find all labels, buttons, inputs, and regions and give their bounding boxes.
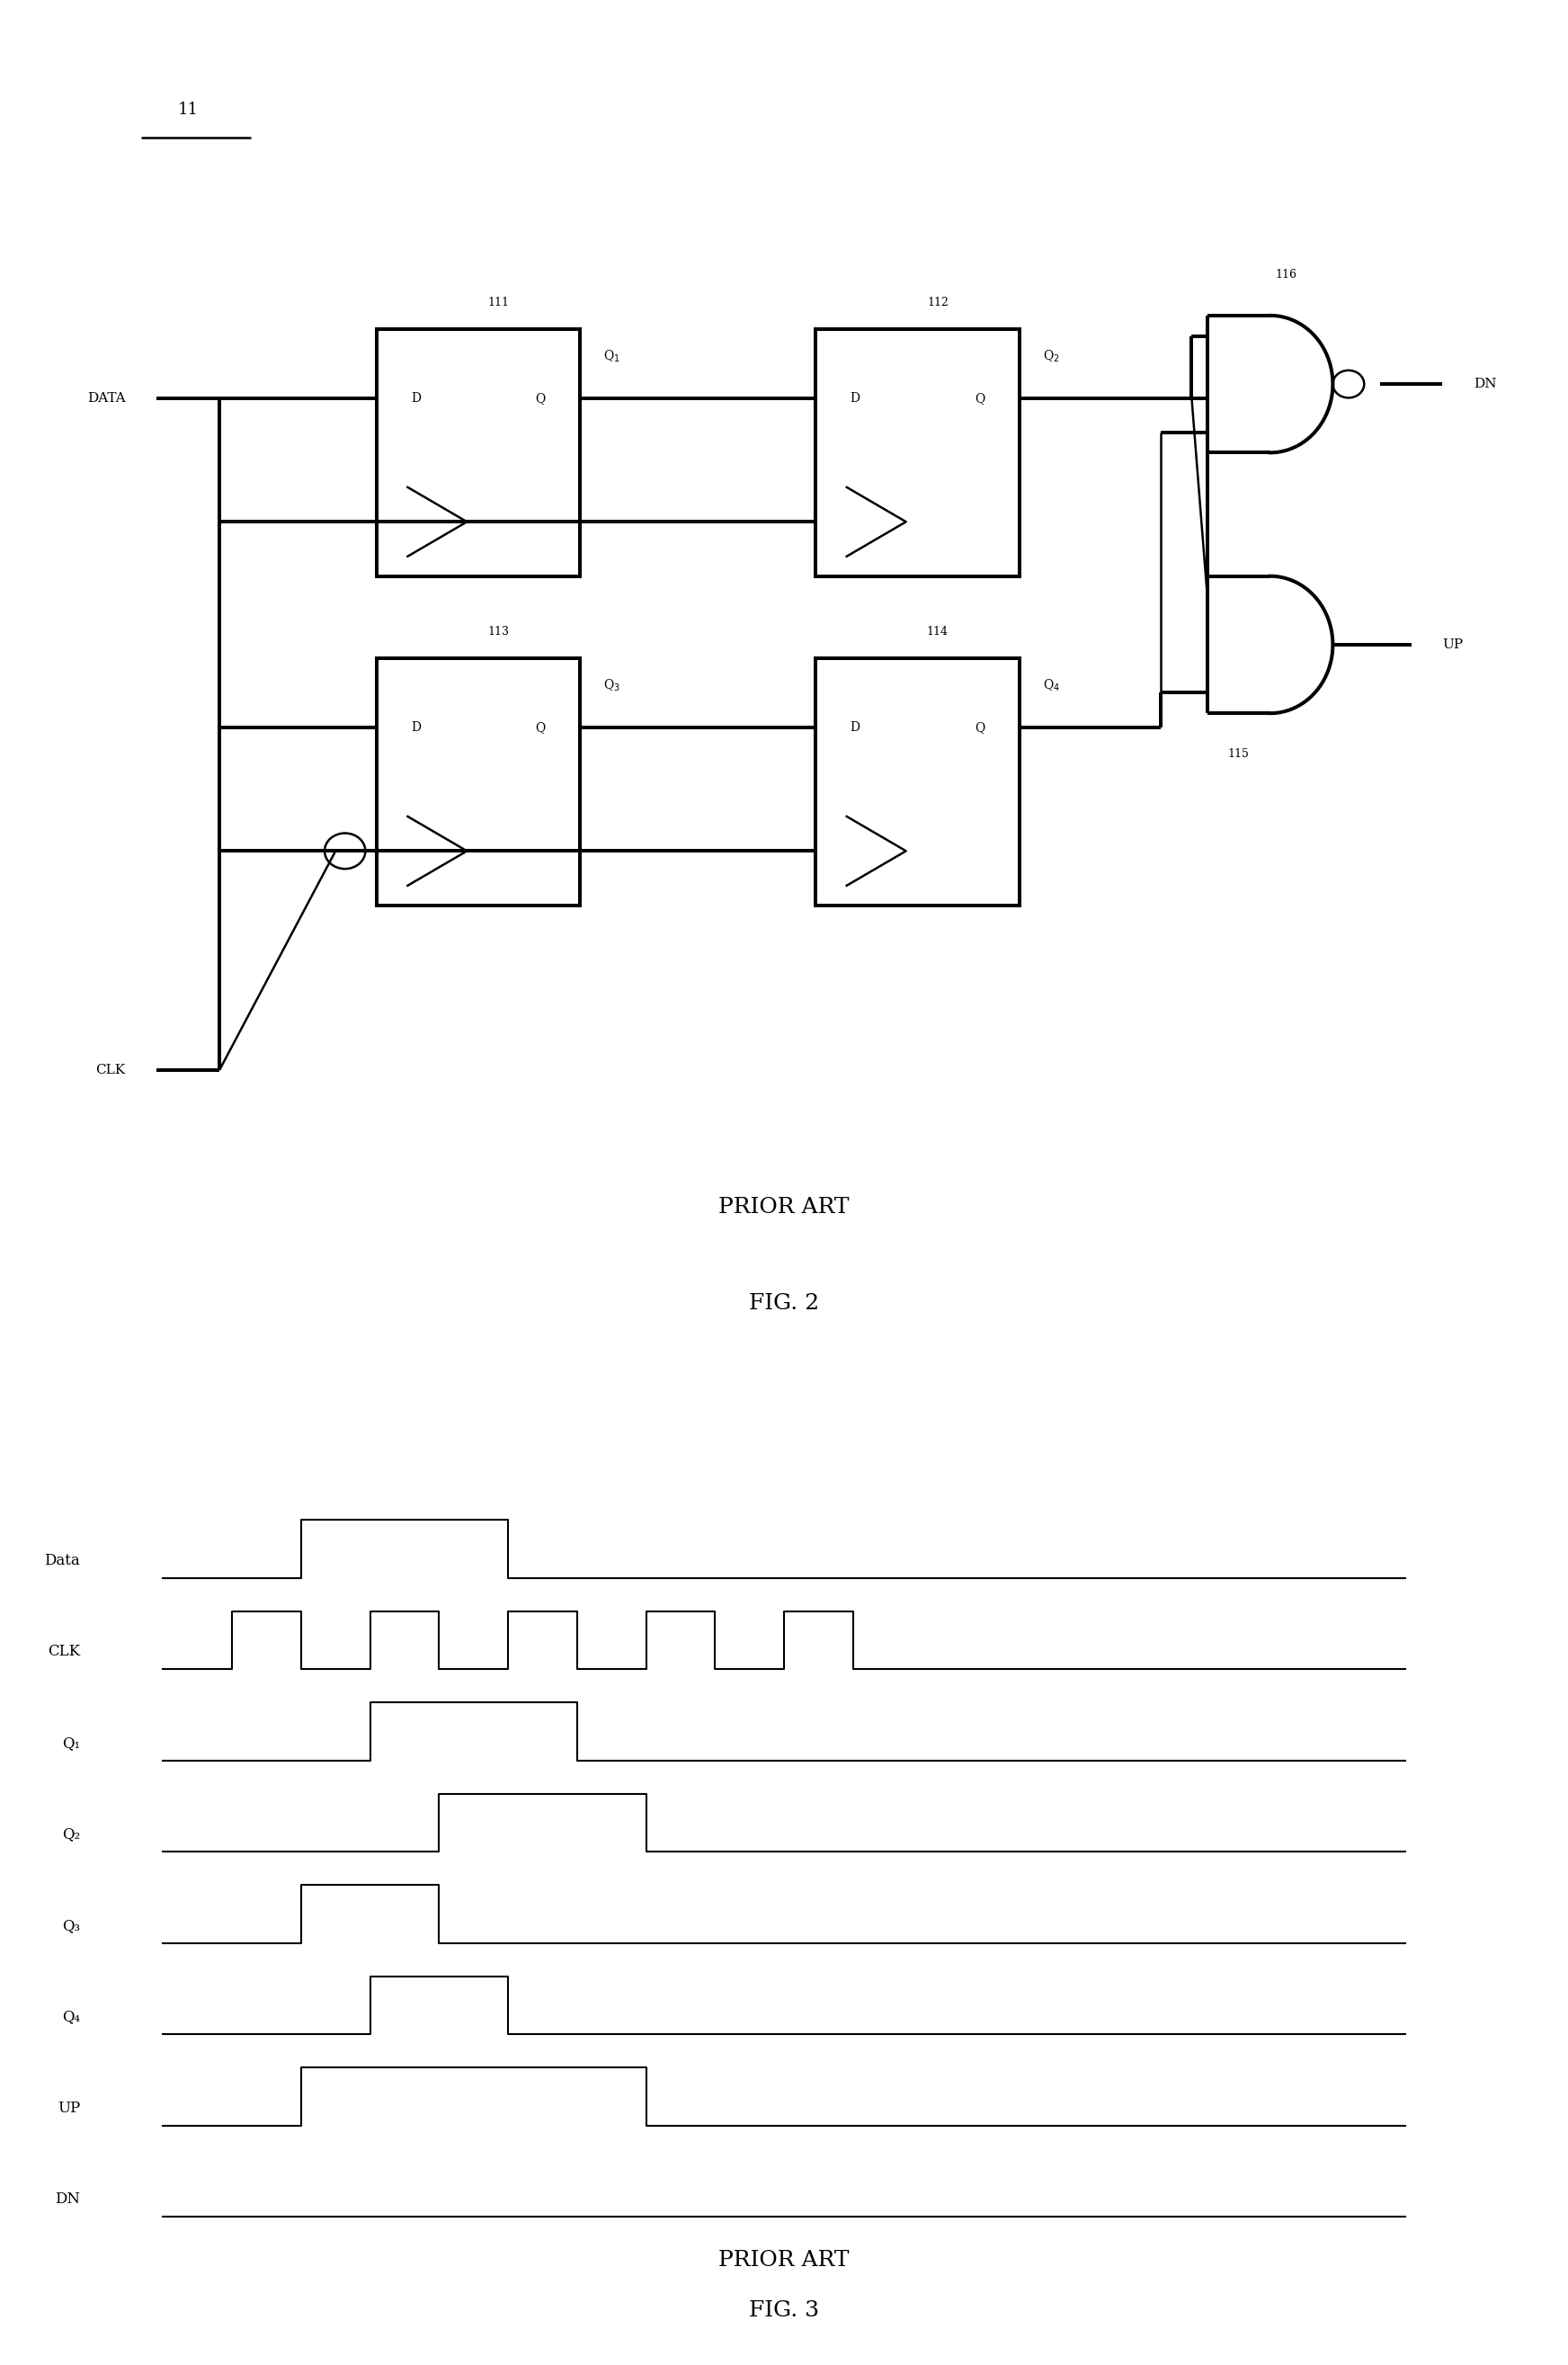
Text: Q: Q	[536, 393, 546, 404]
Bar	[376, 329, 580, 577]
Text: 11: 11	[177, 102, 199, 118]
Bar	[376, 657, 580, 906]
Text: Q$_3$: Q$_3$	[604, 679, 621, 693]
Text: PRIOR ART: PRIOR ART	[718, 1197, 850, 1218]
Text: Q₁: Q₁	[63, 1736, 80, 1750]
Text: FIG. 3: FIG. 3	[750, 2299, 818, 2320]
Text: CLK: CLK	[96, 1064, 125, 1076]
Text: 113: 113	[488, 627, 510, 639]
Text: Q: Q	[975, 393, 985, 404]
Text: Q₃: Q₃	[63, 1918, 80, 1932]
Text: DN: DN	[1474, 378, 1497, 390]
Text: Q$_1$: Q$_1$	[604, 348, 621, 364]
Text: Q$_2$: Q$_2$	[1043, 348, 1060, 364]
Text: PRIOR ART: PRIOR ART	[718, 2249, 850, 2270]
Text: D: D	[850, 393, 859, 404]
Text: Q₄: Q₄	[63, 2010, 80, 2024]
Text: UP: UP	[1443, 639, 1463, 650]
Text: D: D	[411, 393, 420, 404]
Bar	[815, 329, 1019, 577]
Text: Q₂: Q₂	[63, 1826, 80, 1842]
Text: DATA: DATA	[88, 393, 125, 404]
Text: D: D	[411, 721, 420, 733]
Text: 114: 114	[927, 627, 949, 639]
Text: Q$_4$: Q$_4$	[1043, 679, 1060, 693]
Text: Data: Data	[44, 1554, 80, 1568]
Bar	[815, 657, 1019, 906]
Text: Q: Q	[975, 721, 985, 733]
Text: FIG. 2: FIG. 2	[750, 1294, 818, 1313]
Text: UP: UP	[58, 2100, 80, 2117]
Text: DN: DN	[55, 2192, 80, 2207]
Text: D: D	[850, 721, 859, 733]
Text: 116: 116	[1275, 270, 1297, 279]
Text: 115: 115	[1228, 750, 1250, 759]
Text: Q: Q	[536, 721, 546, 733]
Text: 112: 112	[927, 298, 949, 310]
Text: 111: 111	[488, 298, 510, 310]
Text: CLK: CLK	[47, 1644, 80, 1660]
